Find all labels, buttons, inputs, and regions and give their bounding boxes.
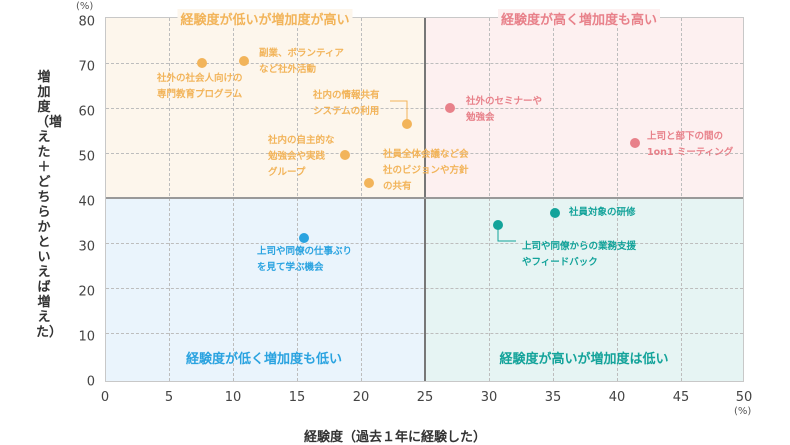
label-line: 社員対象の研修 [569, 207, 636, 218]
grid-line-x-45 [681, 18, 682, 381]
y-tick-30: 30 [78, 239, 95, 255]
grid-line-x-15 [297, 18, 298, 381]
y-axis-unit: (%) [76, 1, 94, 12]
y-tick-0: 0 [86, 374, 95, 390]
x-axis-label: 経験度（過去１年に経験した） [303, 430, 486, 445]
data-point-support-feedback [493, 220, 503, 230]
point-label-side-job-volunteer: 副業、ボランティア など社外活動 [259, 46, 344, 78]
label-line: 上司と部下の間の [647, 131, 724, 142]
quadrant-title-top-right: 経験度が高く増加度も高い [497, 9, 661, 28]
x-tick-40: 40 [608, 390, 626, 405]
label-line: 社のビジョンや方針 [383, 165, 469, 176]
x-tick-30: 30 [480, 390, 498, 405]
quadrant-divider-horizontal [106, 197, 743, 199]
data-point-internal-study-group [340, 150, 350, 160]
x-tick-25: 25 [416, 390, 434, 405]
label-line: 勉強会 [466, 112, 495, 123]
label-line: 社内の自主的な [268, 135, 335, 146]
data-point-company-vision-sharing [364, 178, 374, 188]
point-label-employee-training: 社員対象の研修 [569, 205, 636, 221]
point-label-1on1-meeting: 上司と部下の間の 1on1 ミーティング [647, 129, 733, 161]
grid-line-x-30 [489, 18, 490, 381]
y-tick-50: 50 [78, 149, 95, 165]
label-line: を見て学ぶ機会 [257, 262, 324, 273]
point-label-external-education: 社外の社会人向けの 専門教育プログラム [157, 71, 243, 103]
data-point-info-sharing-system [402, 119, 412, 129]
point-label-support-feedback: 上司や同僚からの業務支援 やフィードバック [522, 239, 636, 271]
label-line: 副業、ボランティア [259, 48, 344, 59]
data-point-observe-colleagues [299, 233, 309, 243]
y-axis-label: 増加度（増えた＋どちらかといえば増えた） [36, 70, 63, 340]
grid-line-x-10 [233, 18, 234, 381]
label-line: システムの利用 [313, 106, 380, 117]
label-line: 社員全体会議など会 [383, 149, 469, 160]
y-tick-10: 10 [78, 329, 95, 345]
label-line: やフィードバック [522, 257, 598, 268]
point-label-observe-colleagues: 上司や同僚の仕事ぶり を見て学ぶ機会 [257, 244, 352, 276]
grid-line-x-40 [617, 18, 618, 381]
label-line: 1on1 ミーティング [647, 147, 734, 158]
data-point-external-education [197, 58, 207, 68]
quadrant-bottom-left [106, 198, 425, 381]
grid-line-x-35 [553, 18, 554, 381]
data-point-external-seminar [445, 103, 455, 113]
label-line: など社外活動 [259, 64, 317, 75]
quadrant-title-top-left: 経験度が低いが増加度が高い [177, 9, 353, 28]
point-label-internal-study-group: 社内の自主的な 勉強会や実践 グループ [268, 133, 335, 181]
data-point-employee-training [550, 208, 560, 218]
point-label-external-seminar: 社外のセミナーや 勉強会 [466, 94, 542, 126]
x-tick-10: 10 [224, 390, 242, 405]
label-line: 社外のセミナーや [466, 96, 543, 107]
y-tick-80: 80 [78, 14, 95, 30]
x-tick-35: 35 [544, 390, 562, 405]
plot-area [105, 17, 744, 382]
label-line: 上司や同僚からの業務支援 [522, 241, 637, 252]
grid-line-x-20 [361, 18, 362, 381]
x-tick-50: 50 [735, 390, 753, 405]
quadrant-title-bottom-right: 経験度が高いが増加度は低い [499, 352, 669, 367]
x-tick-15: 15 [288, 390, 306, 405]
quadrant-title-bottom-left: 経験度が低く増加度も低い [185, 352, 343, 367]
y-tick-40: 40 [78, 194, 95, 210]
y-tick-70: 70 [78, 59, 95, 75]
y-tick-20: 20 [78, 284, 95, 300]
quadrant-bottom-right [425, 198, 743, 381]
quadrant-divider-vertical [424, 18, 426, 381]
data-point-1on1-meeting [630, 138, 640, 148]
x-axis-unit: (%) [734, 406, 752, 417]
label-line: 社外の社会人向けの [157, 73, 243, 84]
label-line: 上司や同僚の仕事ぶり [257, 246, 353, 257]
label-line: 勉強会や実践 [268, 151, 326, 162]
x-tick-0: 0 [100, 390, 110, 405]
x-tick-5: 5 [164, 390, 174, 405]
point-label-info-sharing-system: 社内の情報共有 システムの利用 [313, 88, 380, 120]
point-label-company-vision-sharing: 社員全体会議など会 社のビジョンや方針 の共有 [383, 147, 469, 195]
data-point-side-job-volunteer [239, 56, 249, 66]
label-line: グループ [268, 167, 306, 178]
x-tick-20: 20 [352, 390, 370, 405]
label-line: 社内の情報共有 [313, 90, 380, 101]
grid-line-x-5 [169, 18, 170, 381]
x-tick-45: 45 [672, 390, 690, 405]
y-tick-60: 60 [78, 104, 95, 120]
label-line: 専門教育プログラム [157, 89, 243, 100]
label-line: の共有 [383, 181, 412, 192]
